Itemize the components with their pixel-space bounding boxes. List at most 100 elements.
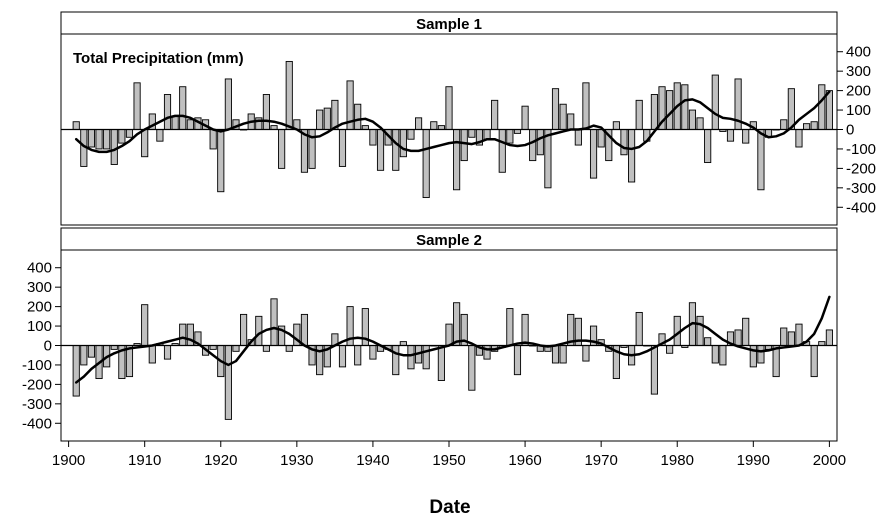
bar xyxy=(103,129,111,150)
bar xyxy=(255,315,263,346)
bar xyxy=(597,129,605,148)
bar xyxy=(696,315,704,346)
bar xyxy=(498,129,506,173)
bar xyxy=(780,327,788,346)
y-tick-label: 400 xyxy=(27,260,52,277)
y-tick-label: 300 xyxy=(846,63,871,80)
x-tick-label: 1940 xyxy=(356,452,389,469)
bar xyxy=(270,298,278,346)
bar xyxy=(445,323,453,346)
x-tick-label: 1980 xyxy=(661,452,694,469)
bar xyxy=(125,129,134,138)
bar xyxy=(582,82,590,130)
bar xyxy=(453,129,461,191)
bar xyxy=(415,117,423,130)
bar xyxy=(262,94,270,130)
panel-annotation: Total Precipitation (mm) xyxy=(73,50,244,67)
bar xyxy=(232,345,240,352)
bar xyxy=(567,113,575,130)
bar xyxy=(795,323,803,346)
bar xyxy=(80,345,88,366)
bar xyxy=(650,345,658,395)
bar xyxy=(635,99,643,130)
bar xyxy=(559,345,567,364)
bar xyxy=(316,109,324,130)
bar xyxy=(186,119,194,130)
y-tick-label: -400 xyxy=(846,199,876,216)
strip-label-sample-2: Sample 2 xyxy=(416,232,482,249)
y-tick-label: 400 xyxy=(846,44,871,61)
bar xyxy=(711,345,719,364)
bar xyxy=(468,129,476,138)
bar xyxy=(72,345,80,397)
y-tick-label: -100 xyxy=(22,357,52,374)
bar xyxy=(757,345,765,364)
bar xyxy=(513,345,522,376)
bar xyxy=(803,123,811,130)
x-axis-label: Date xyxy=(429,497,470,517)
bar xyxy=(825,90,833,130)
bar xyxy=(582,345,590,362)
strip-label-sample-1: Sample 1 xyxy=(416,16,482,33)
bar xyxy=(72,121,80,130)
bar xyxy=(141,304,149,346)
bar xyxy=(780,119,788,130)
bar xyxy=(612,121,620,130)
bar xyxy=(323,107,331,130)
bar xyxy=(285,60,293,130)
y-tick-label: -200 xyxy=(846,160,876,177)
bar xyxy=(529,129,537,162)
bar xyxy=(338,129,347,167)
bar xyxy=(589,129,598,179)
bar xyxy=(422,345,430,370)
x-tick-label: 1910 xyxy=(128,452,161,469)
bar xyxy=(460,129,468,162)
bar xyxy=(810,345,818,378)
panel-sample-1: Sample 1 Total Precipitation (mm) 400 300… xyxy=(60,11,876,226)
bars-sample-1 xyxy=(72,60,833,199)
bar xyxy=(179,323,187,346)
bar xyxy=(422,129,430,199)
bar xyxy=(171,115,179,130)
bar xyxy=(224,345,232,420)
bar xyxy=(354,345,362,366)
bar xyxy=(179,86,187,130)
bar xyxy=(376,129,385,171)
x-tick-label: 1960 xyxy=(508,452,541,469)
bar xyxy=(468,345,476,391)
bar xyxy=(787,88,795,130)
bar xyxy=(338,345,347,368)
bar xyxy=(719,345,727,366)
bar xyxy=(536,129,544,156)
y-axis-left: 400 300 200 100 0 -100 -200 -300 -400 xyxy=(22,260,61,432)
bar xyxy=(163,345,172,360)
y-tick-label: 100 xyxy=(27,318,52,335)
panel-sample-2: Sample 2 400 300 200 100 0 -100 -200 -300 -400 xyxy=(22,227,838,442)
bar xyxy=(635,311,643,346)
bar xyxy=(551,88,560,130)
trend-line-sample-2 xyxy=(74,295,831,384)
y-tick-label: -100 xyxy=(846,141,876,158)
bar xyxy=(392,345,400,376)
bar xyxy=(392,129,400,171)
x-tick-label: 1920 xyxy=(204,452,237,469)
bar xyxy=(483,129,491,140)
bar xyxy=(217,129,225,193)
y-tick-label: 200 xyxy=(27,299,52,316)
y-axis-right: 400 300 200 100 0 -100 -200 -300 -400 xyxy=(837,44,876,216)
x-tick-label: 1950 xyxy=(432,452,465,469)
bar xyxy=(544,129,552,189)
y-tick-label: 200 xyxy=(846,83,871,100)
bar xyxy=(369,129,377,146)
bar xyxy=(742,317,750,346)
bar xyxy=(688,109,697,130)
bar xyxy=(445,86,453,130)
bar xyxy=(810,121,818,130)
y-tick-label: -300 xyxy=(22,396,52,413)
y-tick-label: -300 xyxy=(846,180,876,197)
y-tick-label: -400 xyxy=(22,415,52,432)
bar xyxy=(209,129,217,150)
bar xyxy=(133,82,141,130)
bar xyxy=(156,129,164,142)
